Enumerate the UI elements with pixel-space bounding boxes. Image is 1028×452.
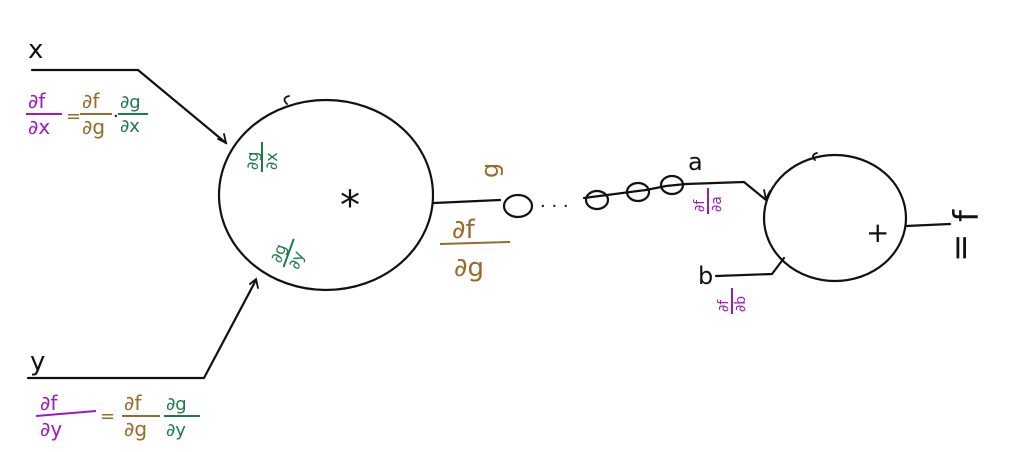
svg-text:·: · <box>113 106 119 127</box>
svg-text:∂x: ∂x <box>120 116 140 137</box>
svg-text:∂b: ∂b <box>733 296 749 312</box>
multiply-node-operator: * <box>340 183 360 229</box>
svg-text:∂y: ∂y <box>284 248 308 271</box>
svg-text:∂f: ∂f <box>692 199 708 212</box>
svg-text:∂f: ∂f <box>124 391 142 415</box>
chain-dots: · · · <box>540 196 569 217</box>
svg-text:g: g <box>476 163 504 178</box>
y-input-wire <box>26 278 258 380</box>
y-wire-arrowhead <box>249 277 259 289</box>
chain-node-1 <box>502 193 534 219</box>
a-input-label: a <box>688 148 703 176</box>
add-node-tick <box>812 152 818 161</box>
x-wire-arrowhead <box>217 133 228 145</box>
local-grad-df-db: ∂f ∂b <box>716 288 749 314</box>
svg-text:∂y: ∂y <box>166 420 186 441</box>
local-grad-dg-dy: ∂g ∂y <box>266 238 308 272</box>
svg-text:∂f: ∂f <box>82 89 100 113</box>
add-node-circle <box>762 153 908 283</box>
svg-text:∂a: ∂a <box>709 196 725 212</box>
svg-text:=: = <box>66 106 81 127</box>
local-grad-dg-dx: ∂g ∂x <box>243 142 281 172</box>
svg-text:∂g: ∂g <box>120 92 141 113</box>
multiply-node-circle <box>217 98 435 292</box>
svg-text:∂g: ∂g <box>266 241 290 265</box>
svg-text:=: = <box>941 234 981 263</box>
svg-text:=: = <box>100 406 115 427</box>
local-grad-df-da: ∂f ∂a <box>692 188 725 214</box>
chain-node-3 <box>625 181 651 203</box>
chain-node-4 <box>659 174 685 196</box>
svg-text:∂f: ∂f <box>716 299 732 312</box>
svg-text:∂f: ∂f <box>452 215 475 245</box>
b-input-wire <box>714 256 786 278</box>
f-output-wire <box>904 222 952 228</box>
svg-text:∂g: ∂g <box>82 115 105 139</box>
svg-text:∂g: ∂g <box>243 152 262 170</box>
f-output-equals: = <box>941 234 981 263</box>
chain-rule-x: ∂f ∂x = ∂f ∂g · ∂g ∂x <box>26 89 148 139</box>
svg-text:∂f: ∂f <box>28 89 46 113</box>
chain-wire <box>582 182 688 200</box>
svg-text:∂x: ∂x <box>28 115 50 139</box>
svg-text:∂f: ∂f <box>40 391 58 415</box>
svg-text:∂y: ∂y <box>40 417 62 441</box>
x-input-wire <box>30 68 228 145</box>
svg-text:∂x: ∂x <box>262 152 281 170</box>
g-edge-label: g <box>476 163 504 178</box>
chain-node-2 <box>584 189 610 211</box>
b-input-label: b <box>698 262 713 290</box>
x-input-label: x <box>28 35 43 65</box>
a-input-wire <box>684 180 768 202</box>
svg-text:∂g: ∂g <box>454 253 484 283</box>
y-input-label: y <box>30 347 45 377</box>
svg-text:f: f <box>947 209 987 222</box>
g-output-wire <box>432 198 502 205</box>
f-output-label: f <box>947 209 987 222</box>
upstream-grad-df-dg: ∂f ∂g <box>439 215 511 283</box>
add-node-operator: + <box>866 216 889 249</box>
multiply-node-tick <box>283 95 290 105</box>
chain-rule-y: ∂f ∂y = ∂f ∂g ∂g ∂y <box>35 391 200 441</box>
svg-text:∂g: ∂g <box>124 417 147 441</box>
svg-text:∂g: ∂g <box>166 394 187 415</box>
